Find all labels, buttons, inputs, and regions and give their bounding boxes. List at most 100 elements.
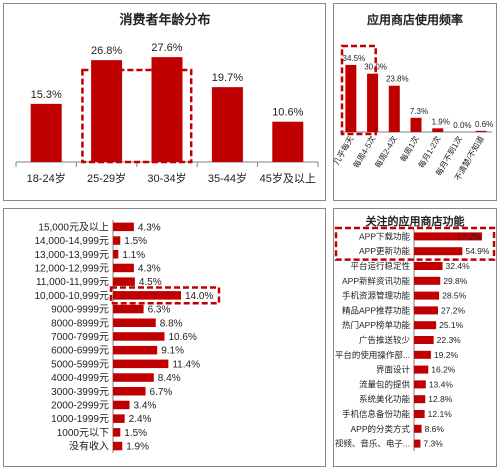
features-bar bbox=[414, 291, 440, 300]
features-data-label: 7.3% bbox=[423, 439, 443, 449]
features-chart: APP下载功能 77.2% APP更新功能 54.9% 平台运行稳定性 32.4% APP新… bbox=[334, 226, 496, 451]
income-data-label: 1.5% bbox=[124, 236, 147, 247]
income-bar bbox=[113, 441, 123, 451]
income-data-label: 1.1% bbox=[122, 250, 145, 261]
age-data-label: 15.3% bbox=[31, 89, 62, 101]
features-bar bbox=[414, 276, 441, 285]
features-data-label: 27.2% bbox=[441, 305, 466, 315]
income-bar bbox=[113, 414, 125, 423]
age-highlight-box bbox=[81, 68, 193, 164]
income-category-label: 1000-1999元 bbox=[51, 414, 109, 425]
features-data-label: 77.2% bbox=[457, 231, 482, 241]
income-category-label: 1000元以下 bbox=[57, 428, 109, 439]
features-bar bbox=[414, 232, 482, 241]
income-category-label: 10,000-10,999元 bbox=[34, 291, 109, 302]
age-bar bbox=[211, 87, 243, 162]
features-category-label: APP的分类方式 bbox=[350, 424, 410, 434]
age-bar bbox=[91, 60, 123, 162]
features-bar bbox=[414, 380, 426, 389]
income-bar bbox=[113, 428, 121, 437]
freq-data-label: 1.9% bbox=[432, 117, 450, 126]
age-data-label: 26.8% bbox=[91, 45, 122, 57]
features-category-label: APP下载功能 bbox=[359, 231, 411, 241]
features-bar bbox=[414, 247, 463, 256]
age-chart-title: 消费者年龄分布 bbox=[119, 12, 210, 27]
freq-highlight-box bbox=[340, 44, 377, 136]
age-category-label: 35-44岁 bbox=[208, 171, 247, 185]
income-data-label: 4.3% bbox=[138, 222, 161, 233]
features-bar bbox=[414, 262, 443, 270]
income-data-label: 11.4% bbox=[172, 359, 200, 370]
features-data-label: 32.4% bbox=[446, 261, 471, 271]
features-data-label: 54.9% bbox=[465, 246, 490, 256]
income-category-label: 12,000-12,999元 bbox=[34, 263, 109, 274]
income-bar bbox=[113, 291, 181, 300]
freq-bar bbox=[367, 73, 379, 132]
income-data-label: 10.6% bbox=[168, 332, 196, 343]
features-bar bbox=[414, 350, 431, 359]
age-category-label: 45岁及以上 bbox=[260, 171, 316, 185]
freq-data-label: 7.3% bbox=[410, 107, 428, 116]
income-data-label: 6.3% bbox=[148, 305, 171, 316]
freq-bar bbox=[388, 85, 400, 132]
features-category-label: 精品APP推荐功能 bbox=[342, 305, 411, 315]
income-data-label: 6.7% bbox=[150, 387, 173, 398]
income-category-label: 6000-6999元 bbox=[51, 346, 109, 357]
features-category-label: 视频、音乐、电子... bbox=[335, 439, 410, 449]
features-category-label: 流量包的提供 bbox=[359, 379, 411, 389]
freq-data-label: 0.0% bbox=[453, 121, 471, 130]
features-highlight-box bbox=[334, 226, 496, 261]
features-bar bbox=[414, 410, 425, 418]
income-bar bbox=[113, 250, 119, 259]
features-data-label: 16.2% bbox=[431, 365, 456, 375]
income-bar bbox=[113, 387, 146, 396]
features-category-label: 手机信息备份功能 bbox=[342, 409, 411, 419]
income-category-label: 11,000-11,999元 bbox=[36, 277, 109, 288]
income-data-label: 8.8% bbox=[160, 318, 183, 329]
features-bar bbox=[414, 321, 437, 330]
income-bar bbox=[113, 236, 121, 245]
features-bar bbox=[414, 439, 421, 448]
features-bar bbox=[414, 395, 426, 404]
age-data-label: 10.6% bbox=[272, 107, 303, 119]
features-data-label: 13.4% bbox=[429, 379, 454, 389]
features-category-label: 热门APP榜单功能 bbox=[342, 320, 411, 330]
income-category-label: 15,000元及以上 bbox=[38, 221, 109, 233]
features-data-label: 19.2% bbox=[434, 350, 459, 360]
freq-data-label: 0.6% bbox=[475, 120, 493, 129]
features-data-label: 22.3% bbox=[437, 335, 462, 345]
income-data-label: 4.3% bbox=[138, 263, 161, 274]
features-category-label: APP新鲜资讯功能 bbox=[342, 276, 411, 286]
income-chart: 15,000元及以上 4.3% 14,000-14,999元 1.5% 13,000-1… bbox=[34, 220, 221, 453]
features-data-label: 8.6% bbox=[425, 424, 445, 434]
features-data-label: 29.8% bbox=[443, 276, 468, 286]
features-bar bbox=[414, 365, 429, 374]
income-bar bbox=[113, 345, 158, 355]
age-category-label: 30-34岁 bbox=[147, 171, 186, 185]
features-category-label: 广告推送较少 bbox=[359, 335, 411, 345]
features-chart-title: 关注的应用商店功能 bbox=[366, 214, 465, 228]
freq-bar bbox=[475, 130, 487, 132]
income-data-label: 1.9% bbox=[126, 442, 149, 453]
income-bar bbox=[113, 359, 169, 369]
income-bar bbox=[113, 400, 130, 410]
age-bar bbox=[30, 103, 62, 162]
features-category-label: 界面设计 bbox=[376, 365, 411, 375]
income-category-label: 13,000-13,999元 bbox=[34, 250, 109, 261]
income-bar bbox=[113, 373, 154, 382]
freq-category-label: 每周1次 bbox=[398, 134, 421, 164]
income-data-label: 3.4% bbox=[134, 400, 157, 411]
features-data-label: 25.1% bbox=[439, 320, 464, 330]
freq-bar bbox=[345, 64, 357, 132]
features-category-label: 系统美化功能 bbox=[359, 394, 411, 404]
features-bar bbox=[414, 306, 438, 315]
income-category-label: 9000-9999元 bbox=[51, 305, 109, 316]
income-category-label: 4000-4999元 bbox=[51, 373, 109, 384]
income-category-label: 7000-7999元 bbox=[51, 332, 109, 343]
income-bar bbox=[113, 318, 156, 327]
freq-data-label: 34.5% bbox=[343, 54, 366, 63]
income-data-label: 1.5% bbox=[124, 428, 147, 439]
age-category-label: 18-24岁 bbox=[27, 171, 66, 185]
income-category-label: 14,000-14,999元 bbox=[34, 236, 109, 247]
